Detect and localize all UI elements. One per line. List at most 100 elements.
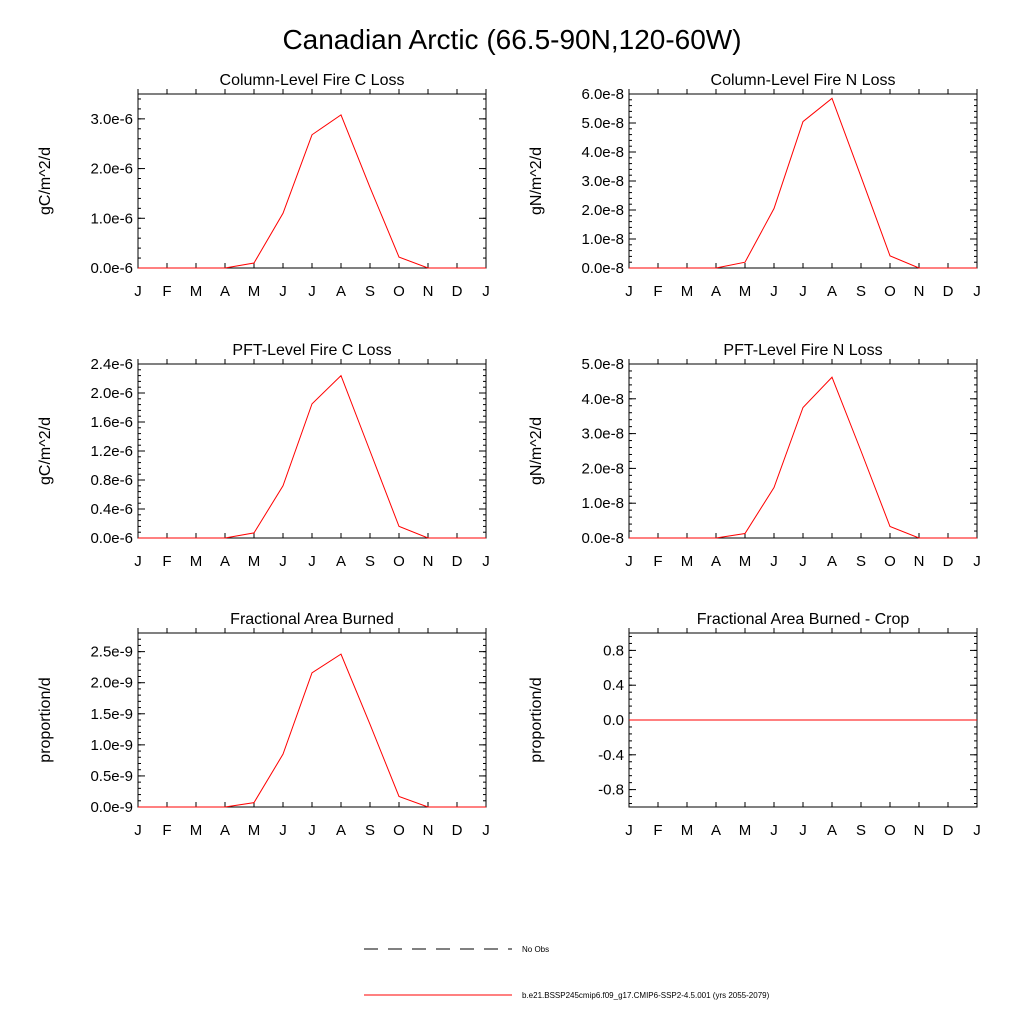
series-line [629,97,977,269]
x-tick-label: J [973,822,981,839]
x-tick-label: J [973,553,981,570]
x-tick-label: M [681,822,694,839]
x-tick-label: J [770,822,778,839]
x-tick-label: A [220,283,230,300]
x-tick-label: F [653,283,662,300]
x-tick-label: M [248,553,261,570]
panel-title: Column-Level Fire C Loss [220,72,405,89]
y-tick-label: 1.2e-6 [90,443,133,460]
y-tick-label: 2.0e-6 [90,161,133,178]
x-tick-label: J [134,822,142,839]
y-tick-label: -0.8 [598,782,624,799]
x-tick-label: O [393,553,405,570]
y-axis-label: proportion/d [37,677,54,762]
y-tick-label: 4.0e-8 [581,391,624,408]
y-tick-label: 1.0e-8 [581,495,624,512]
x-tick-label: F [162,822,171,839]
y-axis-label: gN/m^2/d [528,147,545,215]
series-line [138,114,486,269]
x-tick-label: J [308,283,316,300]
x-tick-label: A [711,553,721,570]
x-tick-label: F [653,553,662,570]
x-tick-label: S [856,553,866,570]
x-tick-label: D [943,553,954,570]
x-tick-label: M [190,553,203,570]
y-tick-label: 2.0e-8 [581,460,624,477]
panel-title: PFT-Level Fire N Loss [723,342,882,359]
x-tick-label: A [336,283,346,300]
x-tick-label: S [856,283,866,300]
y-tick-label: 2.0e-9 [90,675,133,692]
x-tick-label: J [770,553,778,570]
y-tick-label: 0.0e-6 [90,530,133,547]
x-tick-label: A [336,822,346,839]
x-tick-label: D [452,283,463,300]
x-tick-label: J [799,822,807,839]
x-tick-label: F [162,553,171,570]
x-tick-label: M [248,283,261,300]
x-tick-label: S [365,553,375,570]
x-tick-label: N [914,283,925,300]
y-tick-label: 5.0e-8 [581,115,624,132]
x-tick-label: A [220,822,230,839]
x-tick-label: F [162,283,171,300]
x-tick-label: S [365,822,375,839]
y-axis-label: gC/m^2/d [37,417,54,485]
x-tick-label: M [739,283,752,300]
y-axis-label: gN/m^2/d [528,417,545,485]
x-tick-label: J [625,822,633,839]
x-tick-label: D [943,283,954,300]
plot-frame [628,93,978,269]
y-tick-label: 2.4e-6 [90,356,133,373]
x-tick-label: A [711,283,721,300]
x-tick-label: J [625,283,633,300]
y-tick-label: -0.4 [598,747,624,764]
x-tick-label: A [220,553,230,570]
legend-model-label: b.e21.BSSP245cmip6.f09_g17.CMIP6-SSP2-4.… [522,991,770,1000]
x-tick-label: J [799,283,807,300]
plot-frame [137,632,487,808]
x-tick-label: M [248,822,261,839]
x-tick-label: O [884,283,896,300]
figure-title: Canadian Arctic (66.5-90N,120-60W) [282,24,741,55]
series-line [138,653,486,808]
y-tick-label: 1.0e-8 [581,231,624,248]
y-tick-label: 0.0e-8 [581,530,624,547]
x-tick-label: F [653,822,662,839]
x-tick-label: J [770,283,778,300]
y-tick-label: 1.0e-9 [90,737,133,754]
plot-frame [137,363,487,539]
y-tick-label: 3.0e-8 [581,173,624,190]
y-tick-label: 3.0e-8 [581,426,624,443]
x-tick-label: O [884,553,896,570]
x-tick-label: N [423,822,434,839]
x-tick-label: J [973,283,981,300]
y-tick-label: 6.0e-8 [581,86,624,103]
y-tick-label: 5.0e-8 [581,356,624,373]
x-tick-label: J [308,822,316,839]
plot-frame [628,363,978,539]
panel-title: Fractional Area Burned - Crop [697,611,910,628]
x-tick-label: N [914,553,925,570]
plot-frame [137,93,487,269]
x-tick-label: M [190,822,203,839]
y-tick-label: 1.6e-6 [90,414,133,431]
x-tick-label: M [681,283,694,300]
y-tick-label: 3.0e-6 [90,111,133,128]
x-tick-label: S [365,283,375,300]
x-tick-label: D [943,822,954,839]
y-tick-label: 0.0e-9 [90,799,133,816]
x-tick-label: A [827,822,837,839]
y-axis-label: proportion/d [528,677,545,762]
y-tick-label: 0.5e-9 [90,768,133,785]
x-tick-label: A [711,822,721,839]
y-tick-label: 2.0e-6 [90,385,133,402]
x-tick-label: J [279,283,287,300]
series-line [138,374,486,539]
y-tick-label: 0.0 [603,712,624,729]
